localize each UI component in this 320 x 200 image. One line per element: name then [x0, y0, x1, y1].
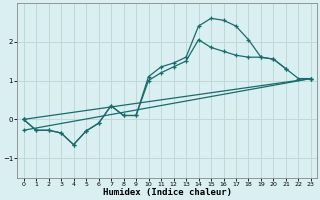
X-axis label: Humidex (Indice chaleur): Humidex (Indice chaleur) [103, 188, 232, 197]
